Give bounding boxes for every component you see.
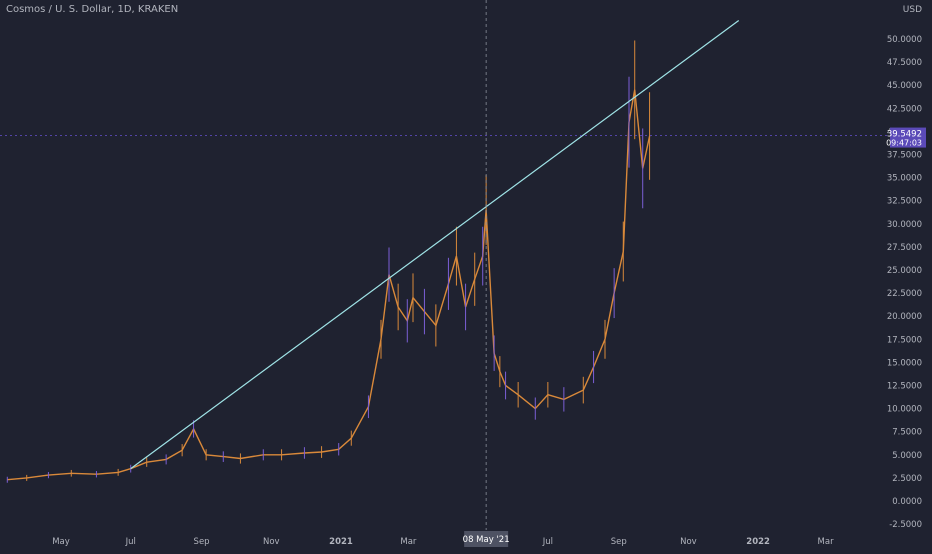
y-tick-label: 0.0000 — [892, 497, 922, 507]
x-tick-label: Jul — [125, 537, 136, 547]
x-tick-label: 2021 — [329, 537, 353, 547]
y-tick-label: 35.0000 — [887, 174, 922, 184]
currency-label: USD — [902, 5, 922, 15]
y-tick-label: 7.5000 — [892, 428, 922, 438]
x-tick-label: Nov — [263, 537, 280, 547]
y-tick-label: 5.0000 — [892, 451, 922, 461]
price-series-line — [7, 89, 651, 481]
price-tag-box — [890, 127, 926, 148]
x-tick-label: Nov — [680, 537, 697, 547]
x-tick-label: May — [52, 537, 70, 547]
y-tick-label: 10.0000 — [887, 405, 922, 415]
x-tick-label: Mar — [818, 537, 835, 547]
y-tick-label: 37.5000 — [887, 151, 922, 161]
y-axis[interactable]: -2.5000 0.0000 2.5000 5.0000 7.5000 10.0000 12… — [887, 35, 922, 530]
price-tag-value: 39.5492 — [887, 130, 922, 140]
y-tick-label: 45.0000 — [887, 81, 922, 91]
crosshair-date-label: 08 May '21 — [463, 535, 510, 545]
y-tick-label: 17.5000 — [887, 335, 922, 345]
y-tick-label: 2.5000 — [892, 474, 922, 484]
x-tick-label: Jul — [542, 537, 553, 547]
series-layer — [6, 40, 651, 483]
y-tick-label: 22.5000 — [887, 289, 922, 299]
y-tick-label: 47.5000 — [887, 58, 922, 68]
y-tick-label: 12.5000 — [887, 382, 922, 392]
x-tick-label: 2022 — [746, 537, 770, 547]
symbol-title: Cosmos / U. S. Dollar, 1D, KRAKEN — [6, 4, 179, 15]
x-tick-label: Mar — [400, 537, 417, 547]
y-tick-label: 30.0000 — [887, 220, 922, 230]
price-tag-countdown: 09:47:03 — [886, 139, 922, 148]
x-tick-label: Sep — [194, 537, 210, 547]
y-tick-label: 42.5000 — [887, 104, 922, 114]
crosshair-date-box — [464, 531, 509, 547]
y-tick-label: 15.0000 — [887, 358, 922, 368]
y-tick-label: 32.5000 — [887, 197, 922, 207]
y-tick-label: 50.0000 — [887, 35, 922, 45]
x-axis[interactable]: MayJulSepNov2021MarMayJulSepNov2022Mar — [52, 537, 834, 547]
x-tick-label: Sep — [611, 537, 627, 547]
trendline[interactable] — [130, 20, 740, 470]
y-tick-label: 20.0000 — [887, 312, 922, 322]
y-tick-label: -2.5000 — [889, 520, 922, 530]
y-tick-label: 27.5000 — [887, 243, 922, 253]
y-tick-label: 25.0000 — [887, 266, 922, 276]
